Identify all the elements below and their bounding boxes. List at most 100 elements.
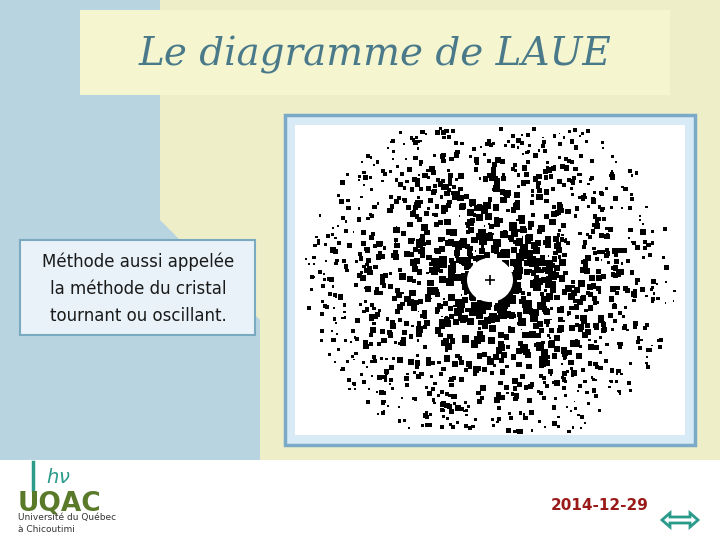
Point <box>567 338 579 347</box>
Point <box>558 133 570 142</box>
Point <box>360 173 372 182</box>
Point <box>487 421 499 429</box>
Point <box>382 207 394 215</box>
Point <box>440 337 451 346</box>
Point <box>414 325 426 333</box>
Point <box>556 206 567 214</box>
Point <box>361 306 373 314</box>
Point <box>477 237 489 246</box>
Point <box>445 304 456 313</box>
Point <box>397 336 409 345</box>
Point <box>509 377 521 386</box>
Point <box>512 261 523 270</box>
Point <box>600 356 612 365</box>
Point <box>560 350 572 359</box>
Point <box>384 380 396 388</box>
Point <box>647 227 658 236</box>
Point <box>464 306 476 314</box>
Point <box>421 409 433 417</box>
Point <box>382 144 394 152</box>
Point <box>406 250 418 259</box>
Point <box>427 359 438 367</box>
Point <box>550 235 562 244</box>
Point <box>301 254 312 263</box>
Point <box>598 320 610 328</box>
Point <box>505 288 516 296</box>
Point <box>590 392 601 401</box>
Point <box>413 329 425 338</box>
Point <box>411 198 423 207</box>
Point <box>529 174 541 183</box>
Point <box>523 147 535 156</box>
Point <box>314 211 325 220</box>
Point <box>459 296 471 305</box>
Point <box>609 264 621 272</box>
Point <box>576 279 588 288</box>
Point <box>422 269 433 278</box>
Point <box>508 204 519 213</box>
Point <box>598 272 609 281</box>
Point <box>431 220 442 228</box>
Point <box>483 220 495 228</box>
Point <box>426 266 437 274</box>
Point <box>569 338 580 346</box>
Point <box>493 302 505 311</box>
Point <box>497 157 508 166</box>
Point <box>408 276 420 285</box>
Point <box>372 388 383 396</box>
Point <box>595 232 607 240</box>
Point <box>533 387 544 395</box>
Point <box>626 171 638 180</box>
Point <box>559 354 571 362</box>
Point <box>551 379 562 387</box>
Point <box>468 235 480 244</box>
Point <box>577 293 589 302</box>
Point <box>421 228 433 237</box>
Point <box>429 399 441 407</box>
Point <box>607 285 618 293</box>
Point <box>504 323 516 332</box>
Point <box>415 137 426 145</box>
Point <box>432 247 444 255</box>
Point <box>431 307 443 315</box>
Point <box>384 206 396 215</box>
Point <box>399 184 410 192</box>
Point <box>412 180 423 188</box>
Point <box>567 423 579 431</box>
Point <box>437 177 449 185</box>
Point <box>597 138 608 146</box>
Point <box>387 318 398 326</box>
Point <box>580 258 591 266</box>
Point <box>539 423 551 431</box>
Point <box>456 291 467 299</box>
Point <box>422 360 433 368</box>
Point <box>542 280 554 288</box>
Point <box>510 394 521 403</box>
Point <box>596 316 608 325</box>
Point <box>485 141 497 150</box>
Point <box>351 349 362 358</box>
Point <box>613 387 624 395</box>
Point <box>514 286 526 295</box>
Point <box>448 392 459 401</box>
Point <box>552 264 563 272</box>
Point <box>518 244 530 253</box>
Point <box>367 326 379 335</box>
Point <box>495 216 507 225</box>
Point <box>595 333 606 342</box>
Point <box>593 247 605 256</box>
Point <box>445 171 456 180</box>
Point <box>492 239 503 248</box>
Point <box>457 404 469 413</box>
Point <box>385 376 397 384</box>
Point <box>356 370 367 379</box>
Point <box>560 269 572 278</box>
Point <box>634 343 646 352</box>
Point <box>467 198 478 207</box>
Point <box>462 221 474 230</box>
Point <box>384 282 396 291</box>
Point <box>578 332 590 340</box>
Point <box>522 178 534 186</box>
Point <box>494 310 505 319</box>
Point <box>509 284 521 293</box>
